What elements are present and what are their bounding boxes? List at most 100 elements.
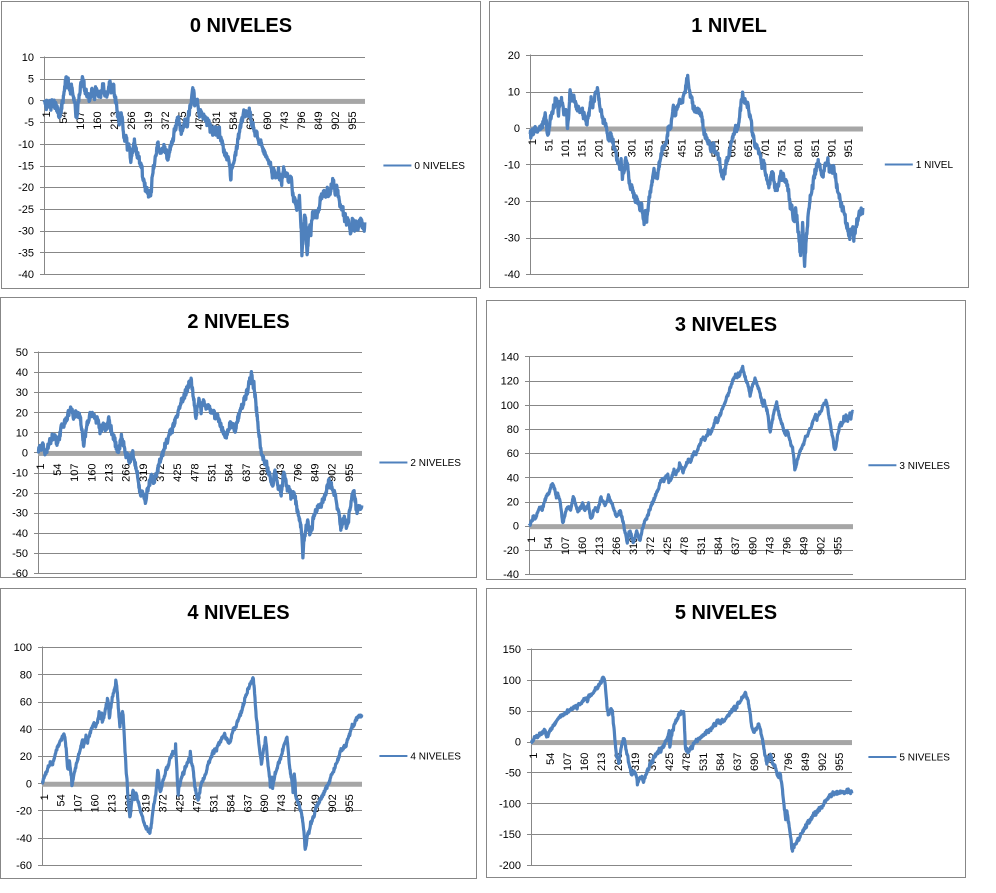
svg-text:-50: -50: [505, 767, 521, 779]
svg-text:-10: -10: [504, 160, 520, 172]
svg-text:0 NIVELES: 0 NIVELES: [190, 15, 292, 37]
svg-text:478: 478: [189, 464, 201, 482]
svg-text:319: 319: [630, 753, 642, 771]
svg-text:531: 531: [696, 537, 708, 555]
svg-text:5: 5: [28, 74, 34, 86]
svg-text:266: 266: [121, 464, 133, 482]
svg-text:951: 951: [843, 139, 855, 157]
svg-text:107: 107: [73, 794, 85, 812]
svg-text:20: 20: [20, 751, 32, 763]
svg-text:-15: -15: [18, 161, 34, 173]
svg-text:-20: -20: [18, 182, 34, 194]
svg-text:160: 160: [86, 464, 98, 482]
svg-text:3 NIVELES: 3 NIVELES: [675, 314, 777, 336]
svg-text:796: 796: [781, 537, 793, 555]
svg-text:425: 425: [174, 794, 186, 812]
svg-text:637: 637: [732, 753, 744, 771]
svg-text:372: 372: [645, 537, 657, 555]
svg-text:0 NIVELES: 0 NIVELES: [414, 161, 465, 172]
svg-text:796: 796: [783, 753, 795, 771]
svg-text:266: 266: [126, 111, 138, 129]
svg-text:637: 637: [242, 794, 254, 812]
svg-text:-25: -25: [18, 204, 34, 216]
svg-text:10: 10: [22, 52, 34, 64]
svg-text:213: 213: [107, 794, 119, 812]
svg-text:3 NIVELES: 3 NIVELES: [899, 461, 950, 472]
svg-text:372: 372: [160, 111, 172, 129]
svg-text:100: 100: [14, 642, 32, 654]
svg-text:-60: -60: [16, 860, 32, 872]
svg-text:584: 584: [715, 753, 727, 771]
svg-text:690: 690: [749, 753, 761, 771]
svg-text:-30: -30: [504, 233, 520, 245]
svg-text:851: 851: [810, 139, 822, 157]
svg-text:100: 100: [501, 400, 519, 412]
svg-text:451: 451: [677, 139, 689, 157]
svg-text:107: 107: [69, 464, 81, 482]
svg-text:0: 0: [26, 778, 32, 790]
svg-text:40: 40: [20, 724, 32, 736]
svg-text:-30: -30: [12, 508, 28, 520]
svg-text:-40: -40: [503, 569, 519, 581]
svg-text:801: 801: [793, 139, 805, 157]
svg-text:20: 20: [508, 50, 520, 62]
svg-text:201: 201: [593, 139, 605, 157]
svg-text:60: 60: [20, 697, 32, 709]
svg-text:301: 301: [627, 139, 639, 157]
svg-text:531: 531: [698, 753, 710, 771]
svg-text:1: 1: [527, 139, 539, 145]
svg-text:690: 690: [262, 111, 274, 129]
svg-text:160: 160: [577, 537, 589, 555]
svg-text:0: 0: [22, 447, 28, 459]
svg-text:10: 10: [508, 87, 520, 99]
svg-text:-150: -150: [499, 829, 521, 841]
svg-text:54: 54: [543, 537, 555, 549]
svg-text:1 NIVEL: 1 NIVEL: [691, 15, 767, 37]
svg-text:80: 80: [507, 424, 519, 436]
svg-text:150: 150: [503, 644, 521, 656]
svg-text:584: 584: [225, 794, 237, 812]
svg-text:902: 902: [817, 753, 829, 771]
svg-text:4 NIVELES: 4 NIVELES: [410, 752, 461, 763]
svg-text:101: 101: [560, 139, 572, 157]
svg-text:425: 425: [662, 537, 674, 555]
svg-text:531: 531: [211, 111, 223, 129]
svg-text:-20: -20: [16, 806, 32, 818]
svg-text:584: 584: [713, 537, 725, 555]
svg-text:-10: -10: [18, 139, 34, 151]
svg-text:-200: -200: [499, 860, 521, 872]
svg-text:849: 849: [313, 111, 325, 129]
svg-text:478: 478: [679, 537, 691, 555]
svg-text:319: 319: [143, 111, 155, 129]
svg-text:651: 651: [743, 139, 755, 157]
svg-text:690: 690: [259, 794, 271, 812]
svg-text:584: 584: [228, 111, 240, 129]
svg-text:637: 637: [730, 537, 742, 555]
svg-text:30: 30: [16, 387, 28, 399]
svg-text:701: 701: [760, 139, 772, 157]
svg-text:478: 478: [191, 794, 203, 812]
svg-text:120: 120: [501, 376, 519, 388]
svg-text:1: 1: [41, 111, 53, 117]
svg-text:849: 849: [798, 537, 810, 555]
svg-text:849: 849: [800, 753, 812, 771]
svg-text:351: 351: [643, 139, 655, 157]
svg-text:-35: -35: [18, 247, 34, 259]
svg-text:751: 751: [777, 139, 789, 157]
svg-text:40: 40: [507, 472, 519, 484]
svg-text:160: 160: [90, 794, 102, 812]
svg-text:1: 1: [39, 794, 51, 800]
svg-text:50: 50: [16, 347, 28, 359]
svg-text:531: 531: [208, 794, 220, 812]
svg-text:955: 955: [834, 753, 846, 771]
svg-text:1: 1: [526, 537, 538, 543]
svg-text:901: 901: [827, 139, 839, 157]
svg-text:0: 0: [513, 521, 519, 533]
svg-text:690: 690: [747, 537, 759, 555]
svg-text:20: 20: [507, 497, 519, 509]
svg-text:4 NIVELES: 4 NIVELES: [187, 602, 289, 624]
svg-text:51: 51: [543, 139, 555, 151]
svg-text:743: 743: [764, 537, 776, 555]
svg-text:-40: -40: [16, 833, 32, 845]
svg-text:902: 902: [330, 111, 342, 129]
